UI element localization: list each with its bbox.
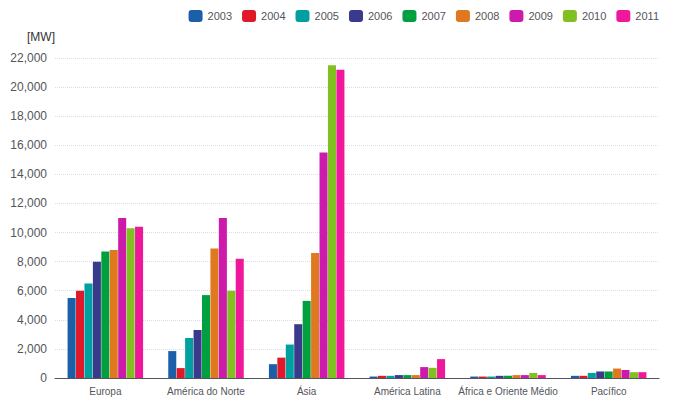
svg-text:2007: 2007	[421, 10, 445, 22]
svg-text:22,000: 22,000	[10, 51, 47, 65]
svg-text:8,000: 8,000	[17, 255, 47, 269]
svg-text:2011: 2011	[635, 10, 659, 22]
svg-text:[MW]: [MW]	[27, 30, 55, 44]
svg-text:América do Norte: América do Norte	[167, 386, 245, 397]
svg-text:Europa: Europa	[89, 386, 122, 397]
svg-text:2009: 2009	[528, 10, 552, 22]
svg-text:2006: 2006	[368, 10, 392, 22]
svg-text:América Latina: América Latina	[374, 386, 441, 397]
svg-text:2005: 2005	[315, 10, 339, 22]
svg-text:6,000: 6,000	[17, 284, 47, 298]
svg-text:18,000: 18,000	[10, 109, 47, 123]
svg-text:14,000: 14,000	[10, 167, 47, 181]
svg-text:Ásia: Ásia	[297, 385, 317, 397]
svg-text:2004: 2004	[261, 10, 285, 22]
svg-text:2,000: 2,000	[17, 342, 47, 356]
svg-text:4,000: 4,000	[17, 313, 47, 327]
svg-text:20,000: 20,000	[10, 80, 47, 94]
svg-text:2010: 2010	[582, 10, 606, 22]
svg-text:12,000: 12,000	[10, 196, 47, 210]
svg-text:0: 0	[40, 371, 47, 385]
svg-text:2008: 2008	[475, 10, 499, 22]
svg-text:16,000: 16,000	[10, 138, 47, 152]
svg-text:Pacífico: Pacífico	[591, 386, 627, 397]
svg-text:10,000: 10,000	[10, 226, 47, 240]
svg-text:2003: 2003	[208, 10, 232, 22]
svg-text:África e Oriente Médio: África e Oriente Médio	[458, 385, 558, 397]
